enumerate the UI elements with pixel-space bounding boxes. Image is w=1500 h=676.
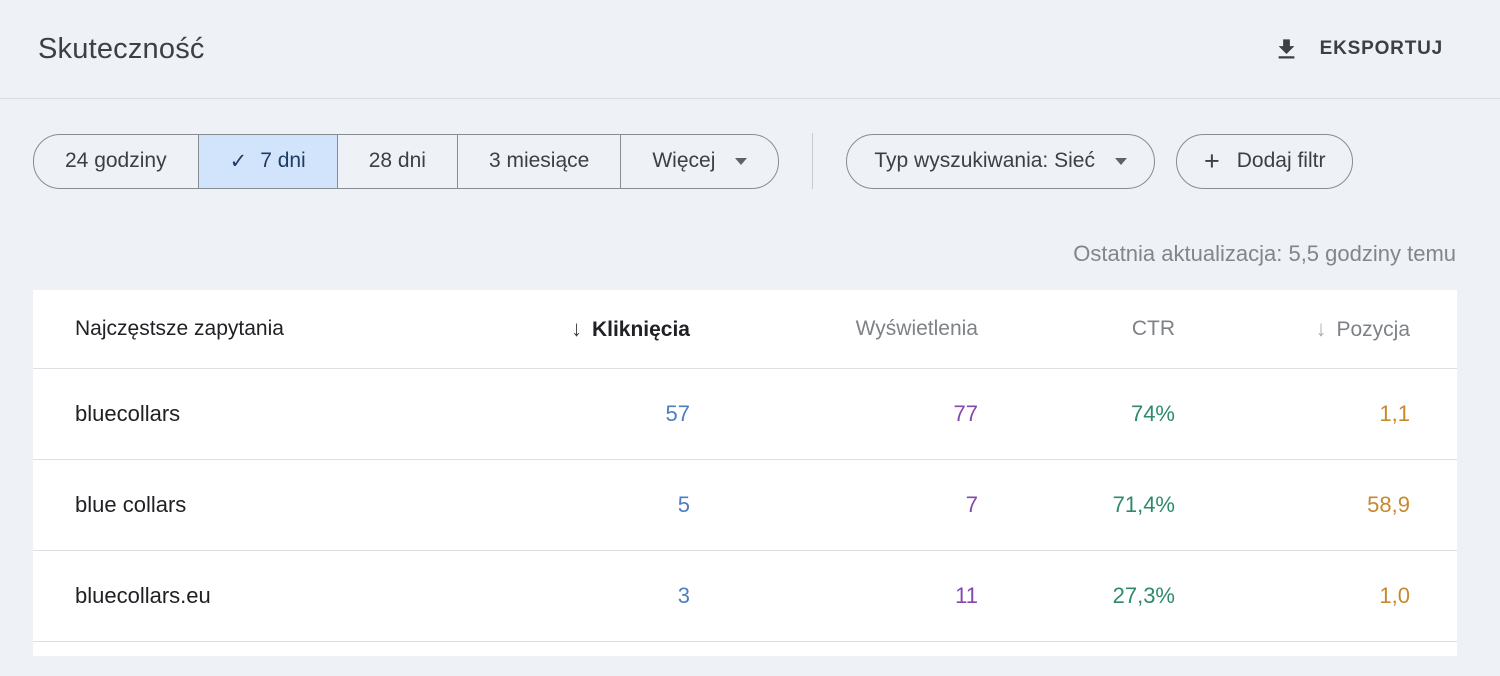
date-range-28d[interactable]: 28 dni bbox=[336, 134, 457, 188]
date-range-24h-label: 24 godziny bbox=[65, 149, 167, 172]
search-type-label: Typ wyszukiwania: Sieć bbox=[874, 149, 1095, 172]
dropdown-arrow-icon bbox=[1114, 157, 1127, 165]
ctr-cell: 71,4% bbox=[1112, 492, 1175, 517]
impressions-cell: 7 bbox=[965, 492, 978, 517]
add-filter-label: Dodaj filtr bbox=[1236, 149, 1326, 172]
column-header-position[interactable]: ↓ Pozycja bbox=[1315, 316, 1410, 341]
date-range-7d[interactable]: ✓ 7 dni bbox=[197, 134, 337, 188]
column-header-ctr[interactable]: CTR bbox=[1131, 317, 1175, 340]
table-row[interactable]: bluecollars 57 77 74% 1,1 bbox=[33, 368, 1457, 459]
impressions-cell: 77 bbox=[953, 401, 978, 426]
position-cell: 1,1 bbox=[1379, 401, 1410, 426]
table-row-partial bbox=[33, 641, 1457, 656]
page-title: Skuteczność bbox=[38, 32, 205, 65]
table-row[interactable]: blue collars 5 7 71,4% 58,9 bbox=[33, 459, 1457, 550]
search-type-dropdown[interactable]: Typ wyszukiwania: Sieć bbox=[846, 133, 1155, 189]
date-range-28d-label: 28 dni bbox=[368, 149, 426, 172]
date-range-more[interactable]: Więcej bbox=[620, 134, 778, 188]
table-row[interactable]: bluecollars.eu 3 11 27,3% 1,0 bbox=[33, 550, 1457, 641]
last-updated-text: Ostatnia aktualizacja: 5,5 godziny temu bbox=[1073, 241, 1456, 266]
filter-toolbar: 24 godziny ✓ 7 dni 28 dni 3 miesiące Wię… bbox=[33, 133, 1500, 189]
clicks-cell: 57 bbox=[665, 401, 690, 426]
sort-descending-icon: ↓ bbox=[570, 316, 582, 341]
date-range-more-label: Więcej bbox=[652, 149, 716, 172]
check-icon: ✓ bbox=[229, 149, 248, 173]
clicks-cell: 3 bbox=[677, 583, 690, 608]
ctr-cell: 74% bbox=[1130, 401, 1175, 426]
toolbar-divider bbox=[812, 133, 814, 189]
column-header-impressions[interactable]: Wyświetlenia bbox=[855, 317, 978, 340]
table-header-row: Najczęstsze zapytania ↓ Kliknięcia Wyświe… bbox=[33, 290, 1457, 368]
date-range-24h[interactable]: 24 godziny bbox=[34, 135, 198, 188]
query-cell: blue collars bbox=[75, 492, 187, 517]
impressions-cell: 11 bbox=[955, 583, 978, 608]
position-cell: 1,0 bbox=[1379, 583, 1410, 608]
queries-table: Najczęstsze zapytania ↓ Kliknięcia Wyświe… bbox=[33, 290, 1457, 656]
export-button-label: EKSPORTUJ bbox=[1319, 38, 1443, 59]
query-cell: bluecollars bbox=[75, 401, 181, 426]
date-range-7d-label: 7 dni bbox=[260, 149, 306, 172]
plus-icon: + bbox=[1203, 145, 1220, 176]
position-cell: 58,9 bbox=[1367, 492, 1410, 517]
dropdown-arrow-icon bbox=[735, 157, 748, 165]
date-range-group: 24 godziny ✓ 7 dni 28 dni 3 miesiące Wię… bbox=[33, 133, 780, 189]
add-filter-button[interactable]: + Dodaj filtr bbox=[1175, 133, 1354, 189]
sort-descending-icon: ↓ bbox=[1315, 316, 1327, 341]
column-header-queries[interactable]: Najczęstsze zapytania bbox=[75, 317, 284, 340]
ctr-cell: 27,3% bbox=[1112, 583, 1175, 608]
query-cell: bluecollars.eu bbox=[75, 583, 211, 608]
date-range-3m[interactable]: 3 miesiące bbox=[456, 134, 620, 188]
app-header: Skuteczność EKSPORTUJ bbox=[0, 0, 1500, 99]
date-range-3m-label: 3 miesiące bbox=[488, 149, 590, 172]
clicks-cell: 5 bbox=[677, 492, 690, 517]
column-header-clicks[interactable]: ↓ Kliknięcia bbox=[570, 316, 690, 341]
download-icon bbox=[1273, 36, 1300, 63]
export-button[interactable]: EKSPORTUJ bbox=[1273, 36, 1443, 63]
